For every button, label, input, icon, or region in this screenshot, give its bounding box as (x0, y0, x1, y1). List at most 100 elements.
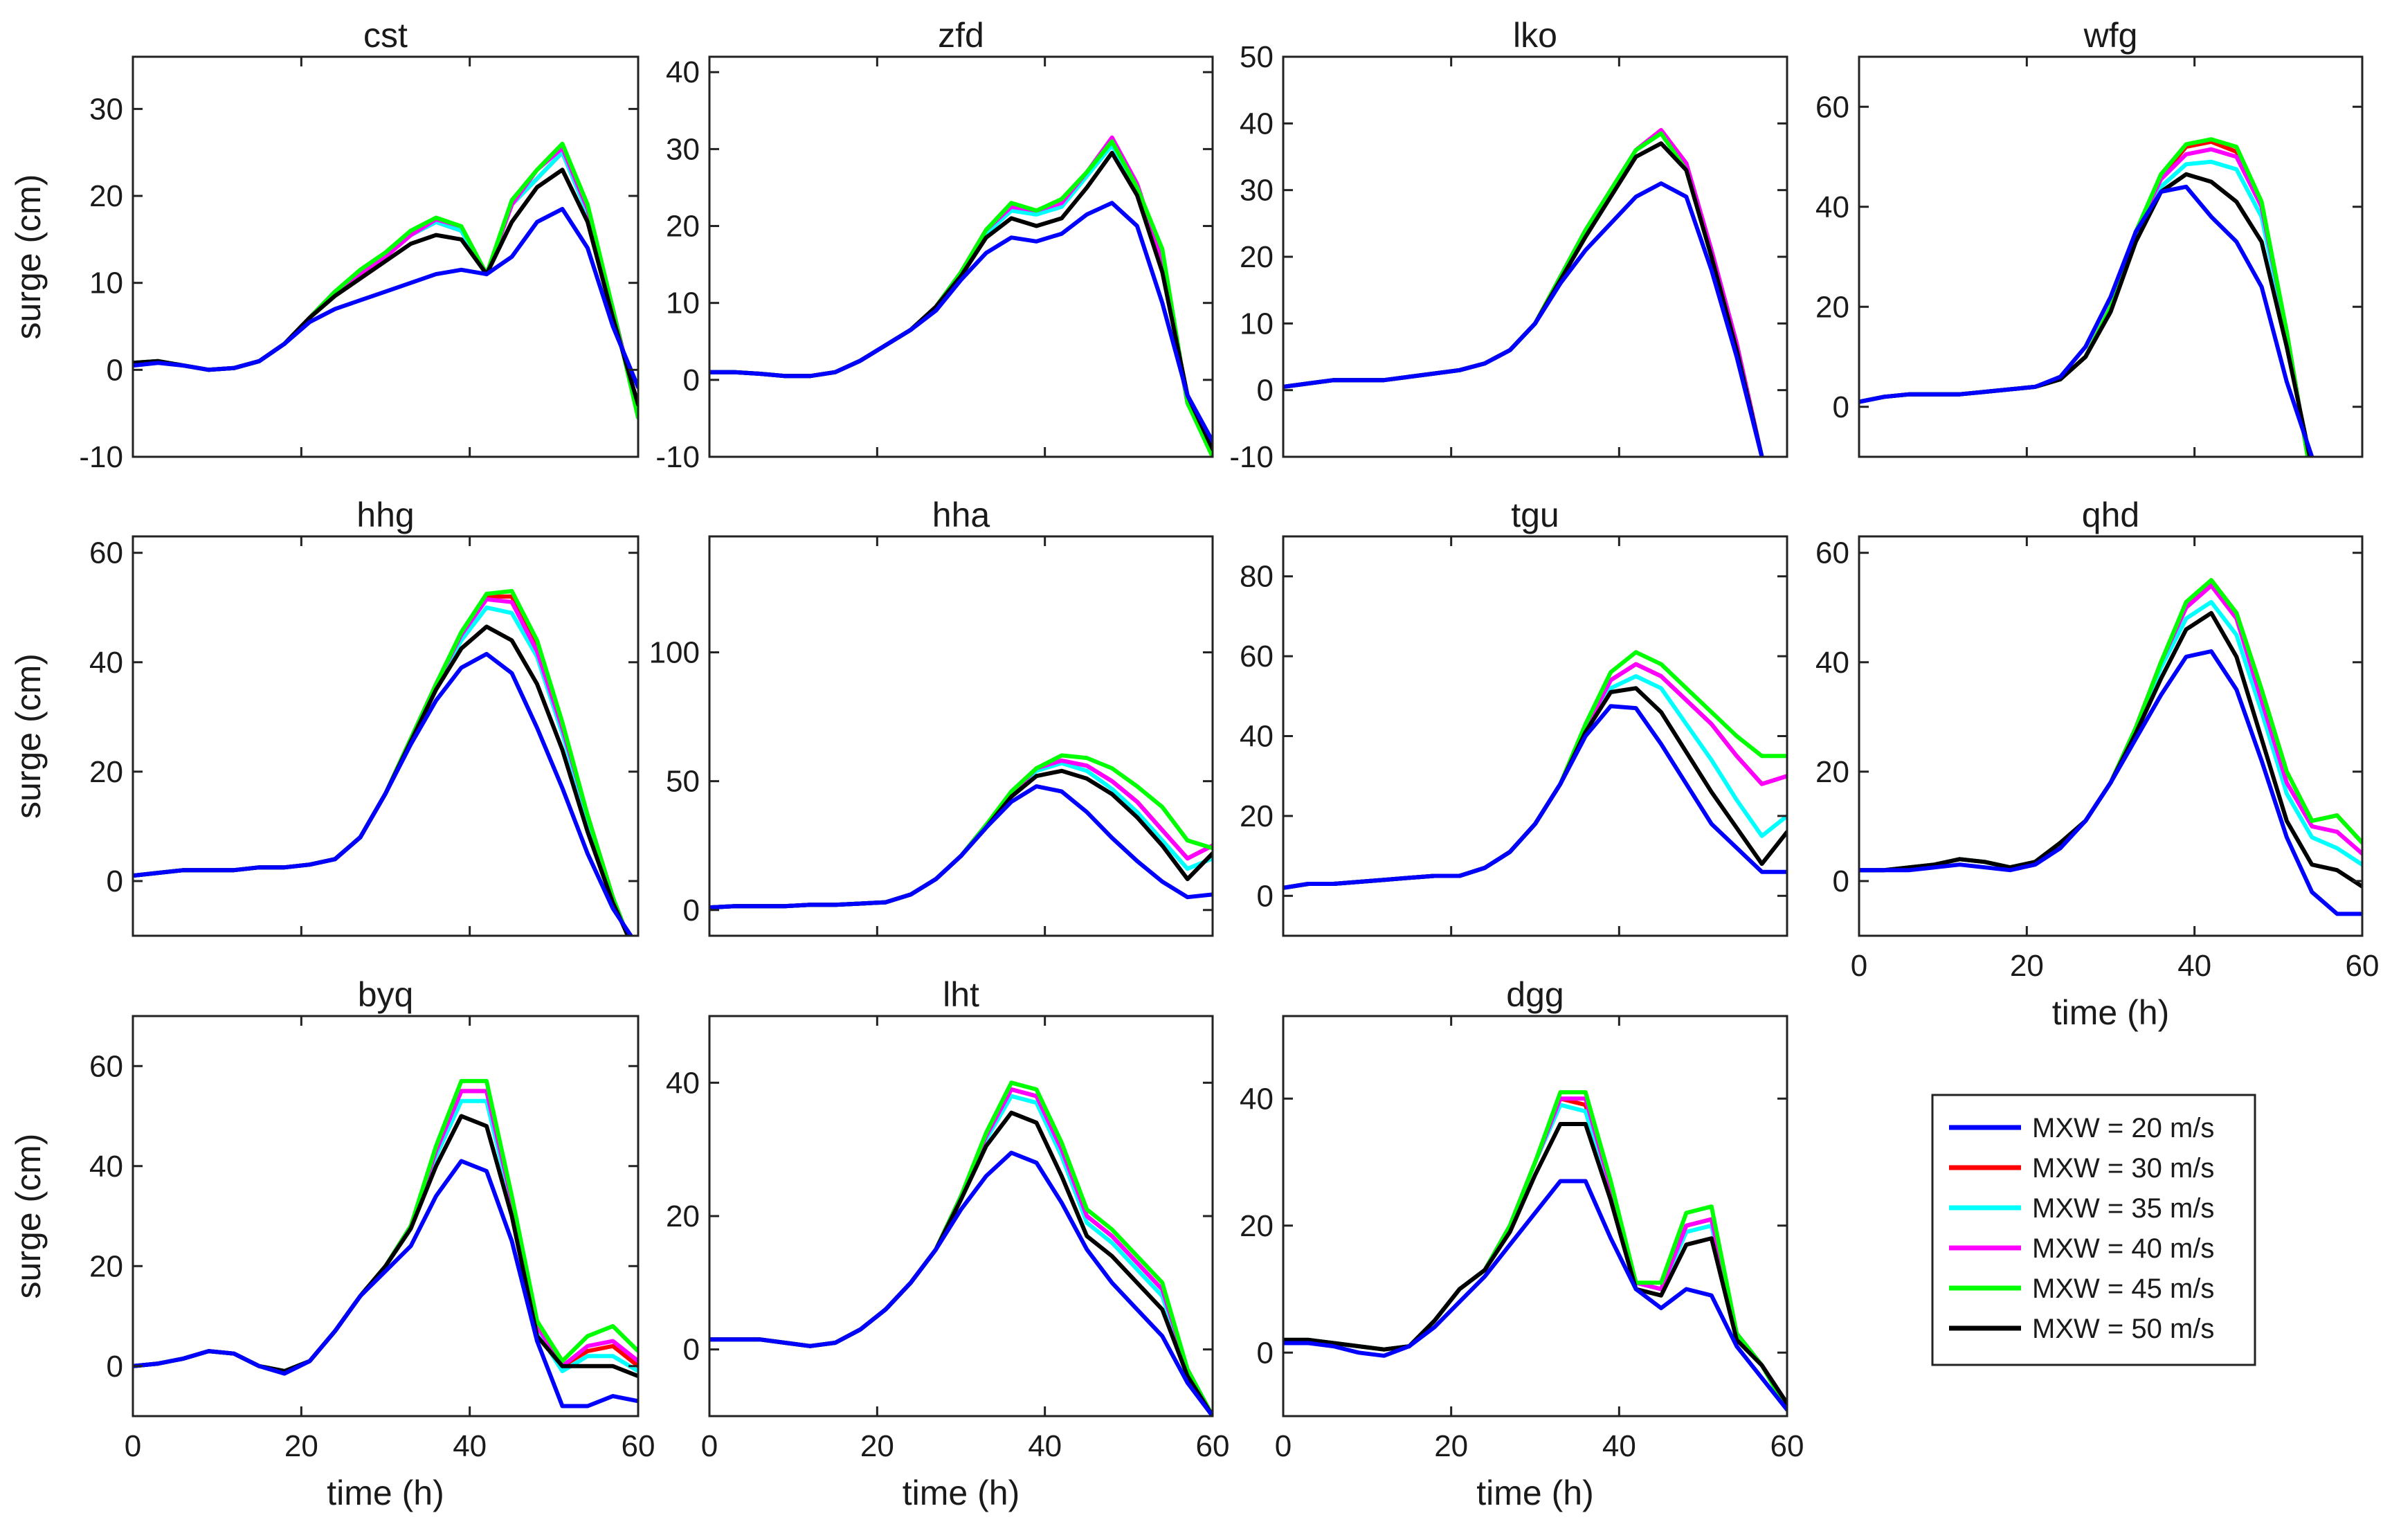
subplot-title: lko (1513, 16, 1557, 55)
series-line-mxw-35-m-s (1283, 131, 1764, 457)
series-line-mxw-20-m-s (1859, 184, 2314, 457)
series-line-mxw-35-m-s (1283, 1103, 1787, 1406)
x-axis-label: time (h) (1476, 1474, 1593, 1512)
series-line-mxw-45-m-s (1283, 1090, 1787, 1412)
subplot-wfg: wfg 0 20 40 60 (1815, 16, 2364, 458)
y-tick-label: 50 (666, 765, 700, 799)
series-line-mxw-30-m-s (1283, 1096, 1787, 1406)
y-tick-label: 0 (107, 1350, 123, 1384)
axes-frame (132, 1015, 640, 1417)
series-group (709, 135, 1213, 457)
axes-frame (1282, 1015, 1788, 1417)
x-tick-label: 60 (2346, 949, 2380, 983)
subplot-title: byq (358, 975, 414, 1014)
y-tick-label: 10 (89, 266, 123, 300)
series-line-mxw-45-m-s (1859, 137, 2310, 457)
y-tick-label: 40 (666, 55, 700, 89)
legend-label: MXW = 30 m/s (2032, 1153, 2214, 1184)
subplot-cst: cst -10 0 10 20 30 surge (cm) (9, 16, 640, 474)
series-group (1283, 1090, 1787, 1412)
subplot-title: tgu (1511, 496, 1559, 534)
x-tick-label: 0 (1851, 949, 1867, 983)
y-tick-label: 20 (1815, 290, 1849, 324)
legend-entry: MXW = 35 m/s (1949, 1193, 2214, 1224)
series-group (1859, 137, 2314, 457)
y-tick-label: 20 (89, 1249, 123, 1283)
series-line-mxw-40-m-s (133, 1089, 638, 1373)
subplot-qhd: qhd 0 20 40 60 0 20 40 60 time (h) (1815, 496, 2379, 1032)
subplot-title: zfd (938, 16, 984, 55)
legend-label: MXW = 40 m/s (2032, 1233, 2214, 1264)
x-tick-label: 60 (622, 1429, 655, 1463)
y-tick-label: 0 (683, 363, 700, 397)
y-tick-label: 40 (1240, 1082, 1274, 1116)
series-group (133, 1078, 638, 1408)
y-tick-label: 40 (1815, 646, 1849, 680)
series-line-mxw-40-m-s (1283, 128, 1764, 457)
y-tick-label: -10 (79, 440, 123, 474)
subplot-lht: lht 0 20 40 0 20 40 60 time (h) (666, 975, 1229, 1512)
axes-frame (708, 535, 1214, 937)
subplot-title: hhg (356, 496, 414, 534)
y-tick-label: 20 (666, 210, 700, 244)
series-line-mxw-45-m-s (133, 141, 638, 420)
axes-frame (132, 535, 640, 937)
y-tick-label: 0 (683, 894, 700, 927)
subplot-byq: byq 0 20 40 60 0 20 40 60 time (h) surge (cm) (9, 975, 655, 1512)
y-tick-label: 0 (683, 1333, 700, 1367)
legend-label: MXW = 45 m/s (2032, 1274, 2214, 1304)
y-tick-label: 80 (1240, 560, 1274, 594)
series-line-mxw-50-m-s (1283, 141, 1764, 457)
y-tick-label: 0 (1833, 390, 1849, 424)
series-line-mxw-35-m-s (1859, 159, 2311, 457)
subplot-hha: hha 0 50 100 (649, 496, 1214, 937)
subplot-hhg: hhg 0 20 40 60 surge (cm) (9, 496, 640, 937)
x-tick-label: 0 (125, 1429, 141, 1463)
series-line-mxw-40-m-s (709, 1087, 1213, 1416)
series-line-mxw-50-m-s (1859, 610, 2362, 889)
series-group (1283, 128, 1764, 457)
y-tick-label: 0 (1257, 879, 1274, 913)
series-line-mxw-30-m-s (133, 150, 638, 416)
series-line-mxw-45-m-s (709, 139, 1213, 457)
series-line-mxw-40-m-s (1859, 147, 2310, 457)
y-tick-label: 50 (1240, 40, 1274, 74)
y-tick-label: 0 (107, 864, 123, 898)
y-tick-label: 60 (1815, 90, 1849, 124)
series-line-mxw-30-m-s (1283, 662, 1787, 890)
series-line-mxw-30-m-s (133, 1089, 638, 1373)
series-line-mxw-30-m-s (709, 1087, 1213, 1416)
y-axis-label: surge (cm) (9, 1134, 48, 1299)
subplot-dgg: dgg 0 20 40 0 20 40 60 time (h) (1240, 975, 1804, 1512)
y-tick-label: 30 (1240, 174, 1274, 208)
axes-frame (1858, 55, 2364, 458)
legend-entries: MXW = 20 m/s MXW = 30 m/s MXW = 35 m/s MXW … (1949, 1113, 2214, 1344)
legend-label: MXW = 20 m/s (2032, 1113, 2214, 1143)
x-axis-label: time (h) (2052, 993, 2169, 1032)
y-tick-label: 40 (1240, 720, 1274, 754)
y-tick-label: 20 (1240, 240, 1274, 274)
x-tick-label: 40 (1028, 1429, 1062, 1463)
y-tick-label: 100 (649, 636, 700, 670)
y-tick-label: 40 (1815, 190, 1849, 224)
series-group (1859, 578, 2362, 916)
series-line-mxw-20-m-s (709, 201, 1213, 444)
series-line-mxw-30-m-s (1859, 139, 2310, 457)
series-line-mxw-45-m-s (1283, 650, 1787, 890)
x-tick-label: 60 (1770, 1429, 1804, 1463)
legend-entry: MXW = 20 m/s (1949, 1113, 2214, 1143)
x-tick-label: 40 (453, 1429, 487, 1463)
series-line-mxw-20-m-s (133, 206, 638, 390)
series-group (709, 753, 1213, 910)
axes-frame (1282, 535, 1788, 937)
series-line-mxw-45-m-s (133, 1078, 638, 1373)
y-tick-label: 30 (89, 92, 123, 126)
x-tick-label: 20 (860, 1429, 894, 1463)
axes-frame (708, 55, 1214, 458)
series-line-mxw-40-m-s (709, 758, 1213, 910)
x-tick-label: 40 (2177, 949, 2211, 983)
series-group (709, 1080, 1213, 1416)
axes-frame (1858, 535, 2364, 937)
legend-label: MXW = 50 m/s (2032, 1314, 2214, 1344)
